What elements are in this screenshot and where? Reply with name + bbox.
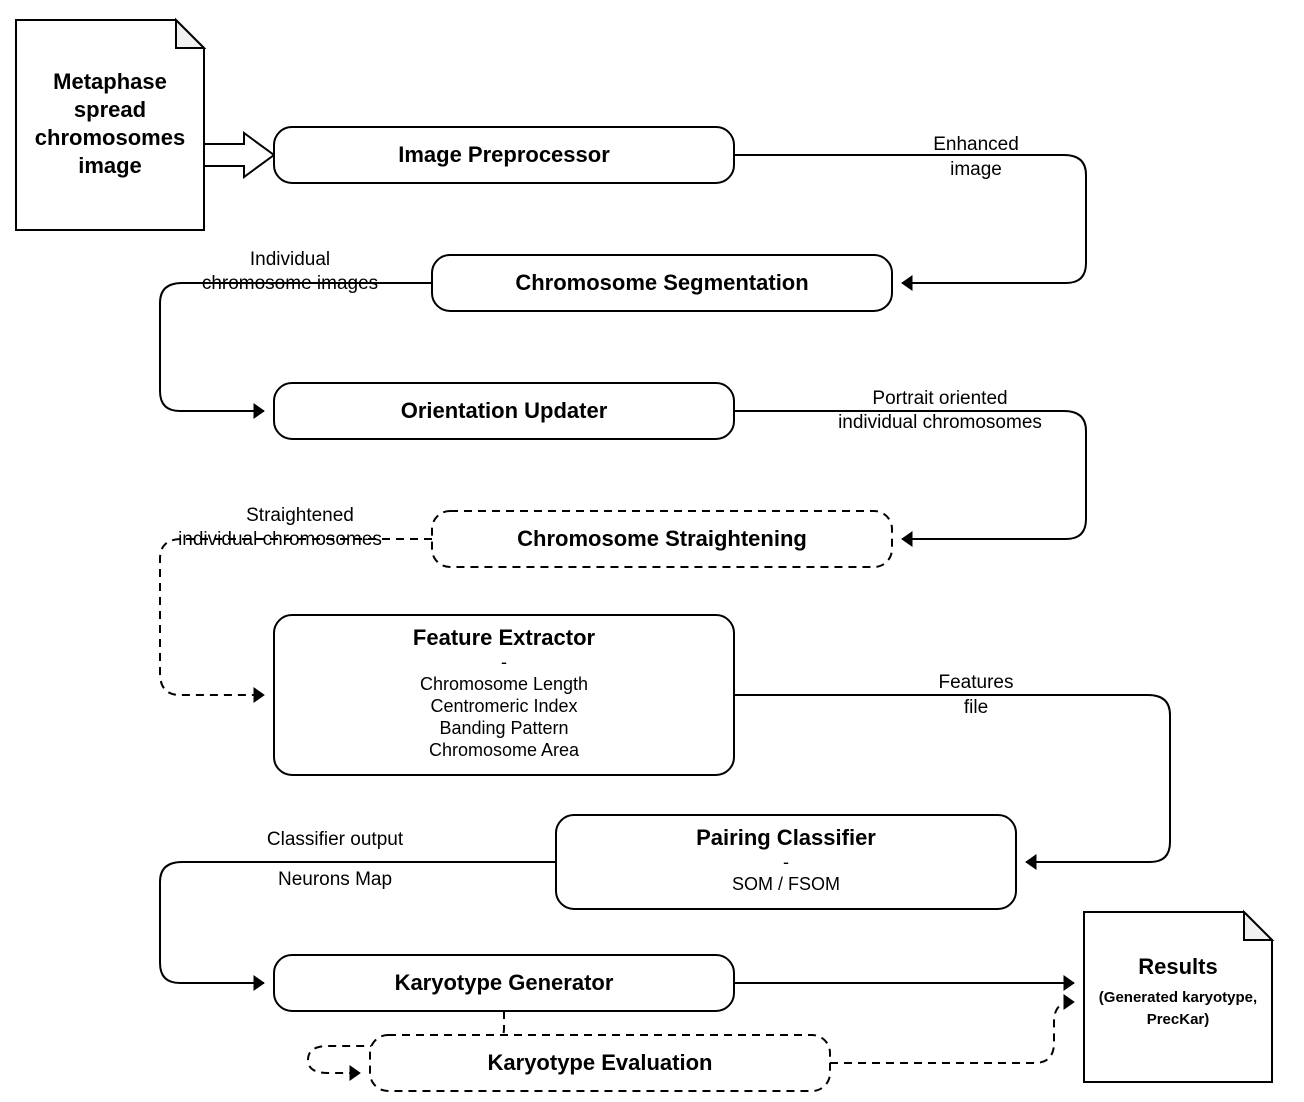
edge-2-label: individual chromosomes (838, 412, 1042, 433)
edge-3-label: individual chromosomes (178, 529, 382, 550)
orient-title: Orientation Updater (401, 398, 608, 423)
pairing: Pairing Classifier-SOM / FSOM (556, 815, 1016, 909)
pairing-title: Pairing Classifier (696, 825, 876, 850)
segment-title: Chromosome Segmentation (515, 270, 808, 295)
edge-2-label: Portrait oriented (872, 388, 1007, 409)
karyoeval: Karyotype Evaluation (370, 1035, 830, 1091)
feat: Feature Extractor-Chromosome LengthCentr… (274, 615, 734, 775)
results_doc-sub: PrecKar) (1147, 1011, 1210, 1028)
feat-sub: - (501, 652, 507, 672)
feat-sub: Chromosome Area (429, 740, 580, 760)
input_doc-line: spread (74, 97, 146, 122)
input-block-arrow (204, 133, 274, 177)
input_doc-line: chromosomes (35, 125, 185, 150)
edge-5-label: Neurons Map (278, 869, 392, 890)
input_doc: Metaphase spread chromosomes image (16, 20, 204, 230)
edge-1-label: Individual (250, 249, 330, 270)
edge-4-label: file (964, 697, 988, 718)
results_doc: Results (Generated karyotype, PrecKar) (1084, 912, 1272, 1082)
results_doc-sub: (Generated karyotype, (1099, 989, 1257, 1006)
orient: Orientation Updater (274, 383, 734, 439)
edge-0-label: image (950, 159, 1002, 180)
edge-8 (830, 1002, 1074, 1063)
edge-4-label: Features (939, 672, 1014, 693)
straight-title: Chromosome Straightening (517, 526, 807, 551)
edge-3-label: Straightened (246, 505, 354, 526)
preproc-title: Image Preprocessor (398, 142, 610, 167)
feat-sub: Banding Pattern (439, 718, 568, 738)
karyoeval-title: Karyotype Evaluation (488, 1050, 713, 1075)
feat-title: Feature Extractor (413, 625, 596, 650)
straight: Chromosome Straightening (432, 511, 892, 567)
pairing-sub: - (783, 852, 789, 872)
edge-1-label: chromosome images (202, 273, 378, 294)
input_doc-line: image (78, 153, 142, 178)
segment: Chromosome Segmentation (432, 255, 892, 311)
results_doc-title: Results (1138, 954, 1217, 979)
feat-sub: Centromeric Index (430, 696, 577, 716)
preproc: Image Preprocessor (274, 127, 734, 183)
karyogen-title: Karyotype Generator (395, 970, 614, 995)
edge-5-label: Classifier output (267, 829, 404, 850)
edge-0-label: Enhanced (933, 134, 1019, 155)
pairing-sub: SOM / FSOM (732, 874, 840, 894)
karyogen: Karyotype Generator (274, 955, 734, 1011)
input_doc-line: Metaphase (53, 69, 167, 94)
feat-sub: Chromosome Length (420, 674, 588, 694)
